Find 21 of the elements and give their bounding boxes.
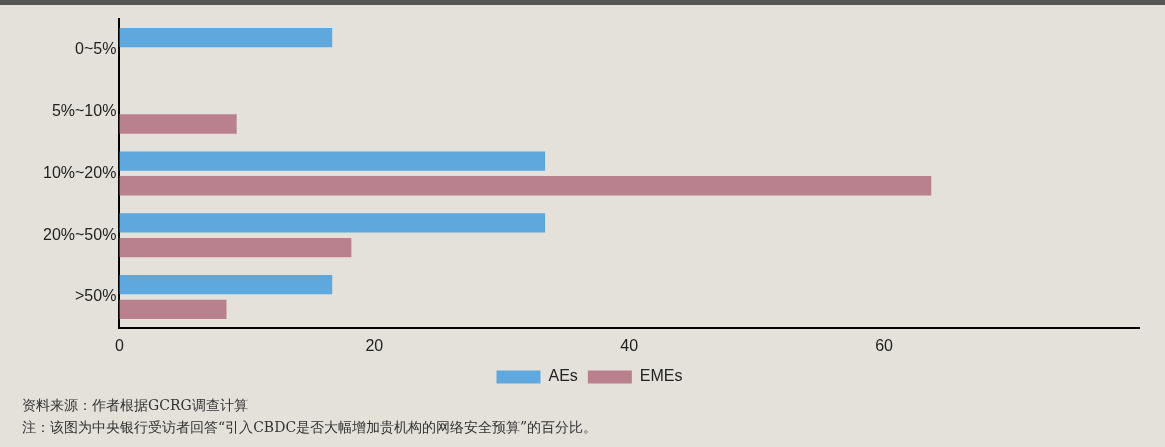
bar [119, 274, 333, 295]
x-tick-label: 0 [114, 336, 124, 354]
y-tick-label: 10%~20% [43, 163, 117, 181]
x-tick-label: 60 [875, 336, 894, 354]
x-tick-label: 20 [365, 336, 384, 354]
text: 注：该图为中央银行受访者回答“引入CBDC是否大幅增加贵机构的网络安全预算”的百分比。 [22, 418, 598, 437]
legend-label: AEs [548, 367, 578, 385]
bar [119, 299, 227, 319]
bar [119, 213, 546, 233]
x-tick-label: 40 [620, 336, 639, 354]
text: 资料来源：作者根据GCRG调查计算 [22, 396, 249, 415]
y-tick-label: 5%~10% [51, 102, 117, 120]
bar [119, 114, 237, 134]
legend-label: EMEs [639, 367, 683, 385]
y-tick-label: >50% [75, 287, 117, 305]
bar [119, 27, 333, 48]
bar [119, 237, 352, 258]
bar [119, 151, 546, 171]
bar [119, 176, 932, 196]
y-tick-label: 20%~50% [43, 225, 117, 243]
y-tick-label: 0~5% [75, 40, 117, 58]
